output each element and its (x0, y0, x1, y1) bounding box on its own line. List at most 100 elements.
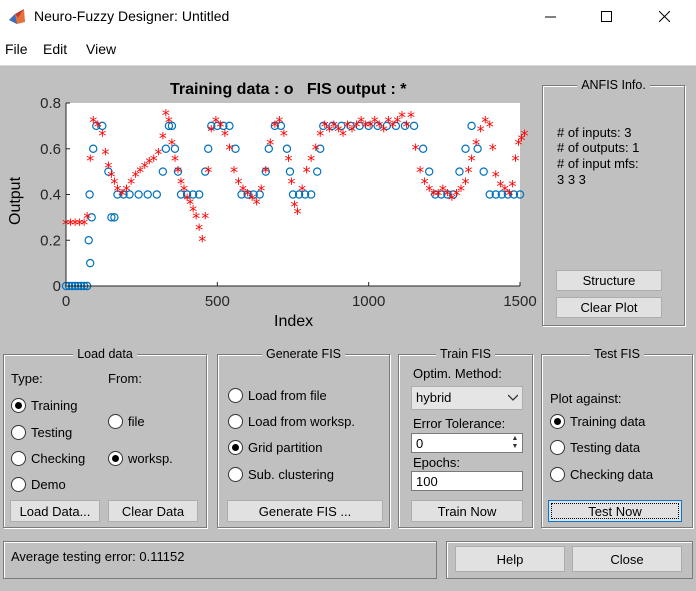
radio-label: Checking data (570, 467, 654, 482)
fis-output-point: * (508, 176, 516, 195)
training-data-point (443, 190, 452, 199)
radio-type-demo[interactable]: Demo (11, 477, 66, 492)
training-data-point (497, 190, 507, 199)
radio-load-from-file[interactable]: Load from file (228, 388, 327, 403)
training-data-point (328, 121, 337, 131)
fis-output-point: * (465, 163, 473, 182)
radio-test-checking-data[interactable]: Checking data (550, 467, 653, 482)
fis-output-point: * (280, 126, 288, 145)
training-data-point (243, 190, 252, 199)
training-data-point (509, 190, 519, 199)
fis-output-point: * (353, 117, 361, 136)
training-data-point (337, 121, 346, 131)
radio-test-testing-data[interactable]: Testing data (550, 440, 640, 455)
spin-down-icon[interactable]: ▼ (511, 443, 519, 450)
x-tick-label: 1000 (352, 293, 385, 310)
close-window-button[interactable] (641, 0, 687, 32)
minimize-button[interactable] (527, 0, 573, 32)
fis-output-point: * (443, 186, 451, 205)
close-button[interactable]: Close (572, 546, 682, 572)
test-now-button[interactable]: Test Now (548, 500, 682, 522)
fis-output-point: * (371, 112, 379, 131)
training-data-point (455, 167, 464, 176)
clear-data-button[interactable]: Clear Data (108, 500, 198, 522)
fis-output-point: * (452, 186, 460, 205)
plot-axes[interactable]: ****************************************… (0, 95, 540, 340)
y-tick-label: 0.6 (40, 141, 61, 158)
epochs-input[interactable]: 100 (411, 471, 523, 491)
training-data-point (152, 190, 161, 199)
fis-output-point: * (448, 190, 456, 209)
fis-output-point: * (141, 158, 149, 177)
training-data-point (264, 144, 273, 153)
fis-output-point: * (118, 186, 126, 205)
maximize-button[interactable] (583, 0, 629, 32)
fis-output-point: * (468, 151, 476, 170)
structure-button[interactable]: Structure (556, 270, 662, 291)
fis-output-point: * (216, 117, 224, 136)
fis-output-point: * (113, 181, 121, 200)
training-data-point (134, 190, 143, 199)
radio-type-training[interactable]: Training (11, 398, 77, 413)
training-data-point (382, 121, 392, 131)
help-button[interactable]: Help (455, 546, 565, 572)
radio-label: file (128, 414, 145, 429)
menu-file[interactable]: File (5, 41, 28, 57)
fis-output-point: * (298, 181, 306, 200)
training-data-point (84, 236, 93, 245)
generate-fis-button[interactable]: Generate FIS ... (227, 500, 383, 522)
fis-output-point: * (127, 174, 135, 193)
fis-output-point: * (253, 195, 261, 214)
radio-type-checking[interactable]: Checking (11, 451, 85, 466)
fis-output-point: * (145, 153, 153, 172)
training-data-point (285, 167, 295, 176)
x-tick-label: 1500 (503, 293, 536, 310)
fis-output-point: * (207, 121, 215, 140)
fis-output-point: * (186, 195, 194, 214)
training-data-point (431, 190, 440, 199)
load-data-button[interactable]: Load Data... (10, 500, 100, 522)
fis-output-point: * (230, 163, 238, 182)
fis-output-point: * (171, 151, 179, 170)
radio-test-training-data[interactable]: Training data (550, 414, 645, 429)
train-now-button[interactable]: Train Now (411, 500, 523, 522)
fis-output-point: * (257, 181, 265, 200)
error-tolerance-input[interactable]: 0 ▲ ▼ (411, 433, 523, 453)
training-data-point (437, 190, 446, 199)
fis-output-point: * (321, 117, 329, 136)
training-data-point (173, 167, 183, 176)
training-data-point (313, 167, 322, 176)
fis-output-point: * (275, 112, 283, 131)
training-data-point (300, 190, 310, 199)
optim-method-value: hybrid (416, 390, 452, 405)
radio-sub-clustering[interactable]: Sub. clustering (228, 467, 334, 482)
radio-from-worksp[interactable]: worksp. (108, 451, 173, 466)
radio-load-from-worksp[interactable]: Load from worksp. (228, 414, 355, 429)
average-testing-error: Average testing error: 0.11152 (11, 549, 185, 564)
fis-output-point: * (421, 174, 429, 193)
menu-view[interactable]: View (86, 41, 117, 57)
clear-plot-button[interactable]: Clear Plot (556, 297, 662, 318)
test-fis-title: Test FIS (590, 347, 644, 361)
radio-dot (11, 425, 26, 440)
fis-output-point: * (183, 190, 191, 209)
training-data-title: Training data : o (170, 81, 294, 98)
training-data-point (161, 144, 171, 153)
fis-output-point: * (94, 117, 102, 136)
radio-dot (550, 440, 565, 455)
minimize-icon (544, 16, 556, 17)
fis-output-point: * (486, 117, 494, 136)
training-data-point (306, 190, 316, 199)
radio-dot (228, 414, 243, 429)
radio-type-testing[interactable]: Testing (11, 425, 72, 440)
load-data-panel: Load data (3, 347, 207, 528)
spin-up-icon[interactable]: ▲ (511, 435, 519, 442)
radio-grid-partition[interactable]: Grid partition (228, 440, 322, 455)
optim-method-select[interactable]: hybrid (411, 386, 523, 410)
radio-from-file[interactable]: file (108, 414, 145, 429)
menu-edit[interactable]: Edit (43, 41, 68, 57)
training-data-point (467, 121, 476, 131)
fis-output-point: * (104, 158, 112, 177)
fis-output-point: * (266, 135, 274, 154)
generate-fis-title: Generate FIS (261, 347, 346, 361)
